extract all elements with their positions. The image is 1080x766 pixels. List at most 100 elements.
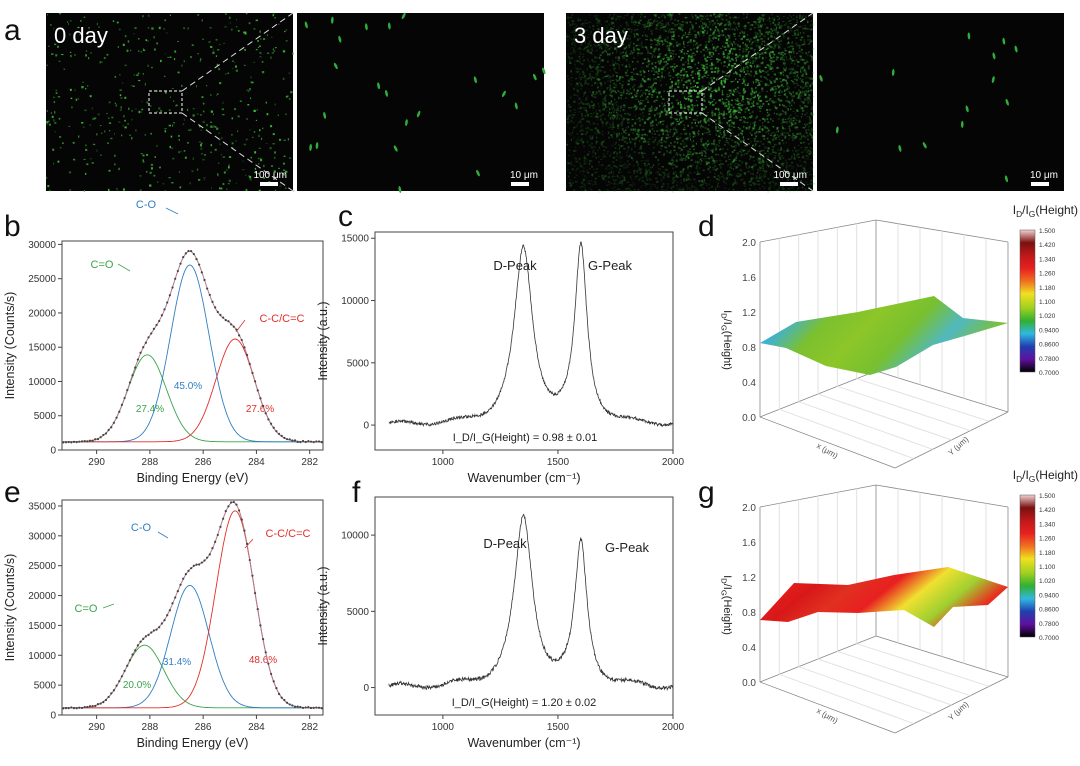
bacteria-dot xyxy=(751,129,754,132)
bacteria-dot xyxy=(168,124,171,127)
bacteria-dot xyxy=(566,185,568,187)
bacteria-dot xyxy=(726,65,729,69)
bacteria-dot xyxy=(569,138,572,141)
bacteria-dot xyxy=(788,52,791,55)
bacteria-dot xyxy=(656,181,659,183)
bacteria-dot xyxy=(746,70,749,72)
bacteria-dot xyxy=(206,85,208,87)
bacteria-dot xyxy=(755,23,757,25)
bacterium xyxy=(533,73,537,81)
bacteria-dot xyxy=(734,16,737,19)
bacteria-dot xyxy=(758,55,761,58)
bacteria-dot xyxy=(699,184,702,186)
bacteria-dot xyxy=(750,156,752,159)
bacteria-dot xyxy=(571,43,574,45)
bacteria-dot xyxy=(625,52,627,55)
bacteria-dot xyxy=(721,175,724,178)
bacteria-dot xyxy=(615,37,617,39)
bacteria-dot xyxy=(670,116,673,119)
bacteria-dot xyxy=(249,175,252,179)
bacteria-dot xyxy=(571,20,574,23)
bacteria-dot xyxy=(711,143,714,145)
bacteria-dot xyxy=(743,183,746,185)
bacteria-dot xyxy=(805,89,807,93)
bacteria-dot xyxy=(798,89,800,92)
bacteria-dot xyxy=(654,133,656,135)
bacteria-dot xyxy=(710,40,713,42)
bacteria-dot xyxy=(593,32,596,34)
bacteria-dot xyxy=(635,32,639,36)
bacteria-dot xyxy=(651,47,654,49)
bacteria-dot xyxy=(633,20,636,23)
bacteria-dot xyxy=(641,118,644,121)
bacteria-dot xyxy=(688,98,690,101)
bacteria-dot xyxy=(715,58,718,61)
bacteria-dot xyxy=(745,50,748,53)
bacterium xyxy=(514,102,518,110)
bacteria-dot xyxy=(600,142,603,146)
bacteria-dot xyxy=(612,62,615,66)
bacteria-dot xyxy=(701,27,704,30)
bacteria-dot xyxy=(780,39,782,42)
bacteria-dot xyxy=(761,42,763,46)
bacteria-dot xyxy=(733,47,737,51)
bacteria-dot xyxy=(662,132,664,136)
bacteria-dot xyxy=(761,118,763,120)
bacteria-dot xyxy=(742,136,745,139)
bacteria-dot xyxy=(771,163,773,166)
bacteria-dot xyxy=(567,121,569,124)
bacteria-dot xyxy=(164,19,166,22)
bacteria-dot xyxy=(753,21,755,23)
bacteria-dot xyxy=(645,172,648,175)
bacteria-dot xyxy=(693,119,695,121)
bacteria-dot xyxy=(598,47,601,50)
bacteria-dot xyxy=(634,115,637,117)
bacteria-dot xyxy=(754,177,756,180)
bacteria-dot xyxy=(698,161,701,164)
bacteria-dot xyxy=(755,87,757,89)
bacteria-dot xyxy=(626,187,628,190)
bacteria-dot xyxy=(657,56,660,58)
bacteria-dot xyxy=(689,48,693,51)
bacteria-dot xyxy=(595,183,597,186)
bacterium xyxy=(333,62,338,70)
bacteria-dot xyxy=(580,186,582,188)
bacteria-dot xyxy=(643,15,646,18)
bacteria-dot xyxy=(605,146,608,149)
bacteria-dot xyxy=(754,40,757,42)
bacteria-dot xyxy=(709,87,712,90)
bacteria-dot xyxy=(582,179,586,182)
bacteria-dot xyxy=(715,178,718,180)
bacteria-dot xyxy=(706,18,709,21)
bacteria-dot xyxy=(689,21,692,24)
bacteria-dot xyxy=(637,188,640,191)
bacteria-dot xyxy=(778,136,780,138)
bacteria-dot xyxy=(735,156,738,159)
bacteria-dot xyxy=(669,15,672,18)
bacteria-dot xyxy=(683,157,685,160)
bacteria-dot xyxy=(612,74,614,77)
bacteria-dot xyxy=(582,133,584,135)
bacteria-dot xyxy=(637,52,640,55)
bacteria-dot xyxy=(776,85,779,87)
bacteria-dot xyxy=(795,119,798,121)
bacteria-dot xyxy=(721,83,723,86)
bacteria-dot xyxy=(811,56,814,59)
bacteria-dot xyxy=(769,32,772,35)
bacteria-dot xyxy=(696,16,699,19)
bacteria-dot xyxy=(704,21,706,24)
bacteria-dot xyxy=(606,109,608,112)
bacteria-dot xyxy=(46,120,49,123)
bacteria-dot xyxy=(769,67,772,71)
bacteria-dot xyxy=(757,57,760,59)
bacteria-dot xyxy=(666,175,669,178)
bacteria-dot xyxy=(567,175,570,178)
bacteria-dot xyxy=(725,105,728,108)
bacteria-dot xyxy=(731,111,735,114)
bacteria-dot xyxy=(722,148,724,150)
bacteria-dot xyxy=(789,178,792,181)
bacteria-dot xyxy=(170,96,172,98)
bacteria-dot xyxy=(215,55,218,57)
bacteria-dot xyxy=(736,143,739,145)
bacteria-dot xyxy=(180,150,182,153)
